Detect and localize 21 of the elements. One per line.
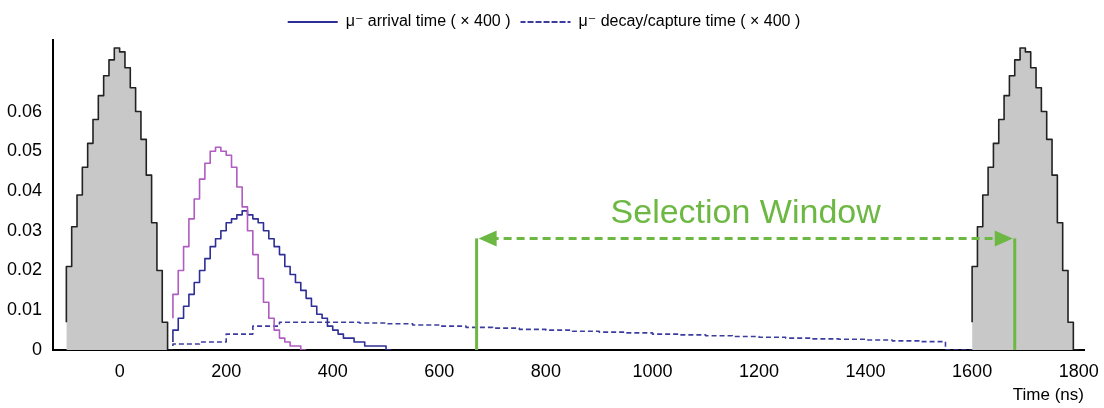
x-tick-label: 1400 — [845, 360, 886, 381]
y-tick-label: 0.01 — [6, 299, 43, 320]
y-tick-label: 0.06 — [6, 100, 43, 121]
y-tick-label: 0 — [32, 338, 43, 359]
legend-label: μ⁻ decay/capture time ( × 400 ) — [578, 12, 801, 30]
x-tick-label: 1800 — [1058, 360, 1099, 381]
y-tick-label: 0.02 — [6, 259, 43, 280]
x-tick-label: 400 — [317, 360, 348, 381]
annotation: Selection Window — [610, 191, 882, 230]
x-tick-label: 1200 — [738, 360, 780, 381]
x-tick-label: 0 — [114, 360, 125, 381]
x-axis-title: Time (ns) — [1012, 385, 1084, 405]
y-tick-label: 0.04 — [6, 179, 43, 200]
x-tick-label: 200 — [211, 360, 242, 381]
x-tick-label: 600 — [424, 360, 455, 381]
x-tick-label: 1000 — [632, 360, 673, 381]
legend-label: μ⁻ arrival time ( × 400 ) — [345, 12, 511, 30]
x-tick-label: 800 — [530, 360, 561, 381]
y-tick-label: 0.03 — [6, 219, 43, 240]
x-tick-label: 1600 — [952, 360, 993, 381]
y-tick-label: 0.05 — [6, 140, 43, 161]
